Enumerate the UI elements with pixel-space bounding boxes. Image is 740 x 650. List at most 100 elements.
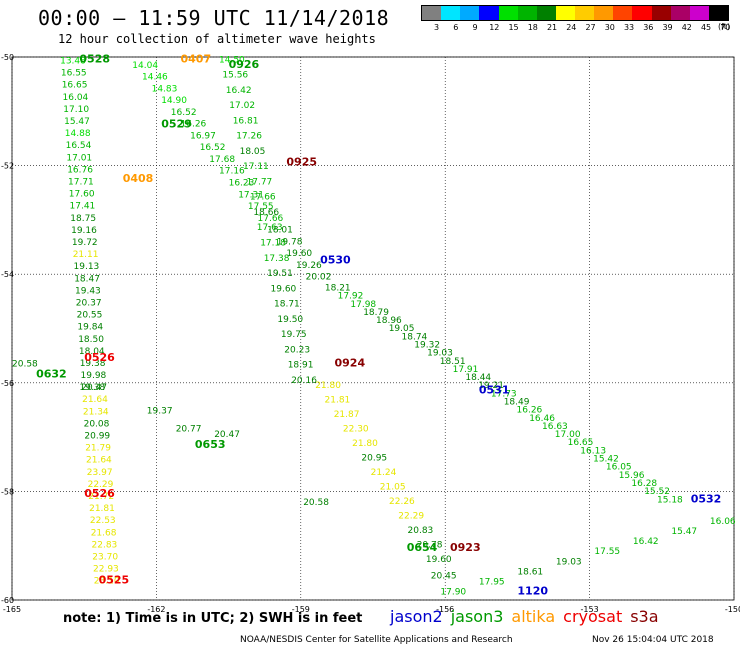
wave-height-value: 15.96 bbox=[619, 471, 645, 481]
wave-height-value: 18.50 bbox=[78, 335, 104, 345]
color-scale-label: 24 bbox=[566, 23, 577, 32]
y-tick-label: -60 bbox=[1, 596, 14, 605]
track-s3a-0925: 0925 bbox=[286, 156, 317, 169]
wave-height-value: 19.03 bbox=[427, 349, 453, 359]
wave-height-value: 18.01 bbox=[267, 226, 293, 236]
wave-height-value: 17.55 bbox=[248, 202, 274, 212]
wave-height-value: 17.00 bbox=[555, 430, 581, 440]
wave-height-value: 17.26 bbox=[236, 132, 262, 142]
mission-legend: jason2 jason3 altika cryosat s3a bbox=[390, 607, 667, 626]
wave-height-value: 16.06 bbox=[710, 517, 736, 527]
wave-height-value: 20.78 bbox=[417, 541, 443, 551]
color-swatch bbox=[422, 6, 442, 20]
wave-height-value: 22.29 bbox=[88, 480, 114, 490]
color-swatch bbox=[441, 6, 461, 20]
pass-time-label: 0530 bbox=[320, 253, 351, 266]
mission-legend-entry: jason3 bbox=[450, 607, 504, 626]
wave-height-value: 15.52 bbox=[644, 487, 670, 497]
color-scale-label: 36 bbox=[643, 23, 654, 32]
wave-height-value: 18.49 bbox=[504, 398, 530, 408]
track-jason3-0632: 0632 bbox=[36, 367, 67, 380]
wave-height-value: 17.66 bbox=[250, 193, 276, 203]
wave-height-value: 17.66 bbox=[258, 214, 284, 224]
pass-time-label: 0526 bbox=[84, 487, 115, 500]
track-jason3-0926: 14.50 15.56 16.42 17.02 16.81 17.26 18.05 17.11… bbox=[219, 55, 317, 385]
wave-height-value: 19.72 bbox=[72, 238, 98, 248]
mission-legend-entry: s3a bbox=[630, 607, 659, 626]
wave-height-value: 20.47 bbox=[81, 383, 107, 393]
wave-height-value: 19.50 bbox=[277, 315, 303, 325]
wave-height-value: 21.81 bbox=[89, 504, 115, 514]
color-swatch bbox=[594, 6, 614, 20]
pass-time-label: 0926 bbox=[229, 58, 260, 71]
wave-height-value: 16.54 bbox=[66, 141, 92, 151]
pass-time-label: 0525 bbox=[99, 574, 130, 587]
wave-height-value: 18.04 bbox=[79, 347, 105, 357]
wave-height-value: 22.93 bbox=[93, 565, 119, 575]
pass-time-label: 0653 bbox=[195, 438, 226, 451]
pass-time-label: 0654 bbox=[407, 541, 438, 554]
wave-height-value: 16.04 bbox=[63, 93, 89, 103]
pass-time-label: 0531 bbox=[479, 384, 510, 397]
wave-height-value: 16.26 bbox=[181, 120, 207, 130]
color-swatch bbox=[632, 6, 652, 20]
track-cryosat-0526: 0526 bbox=[84, 487, 115, 500]
track-jason3-0654: 17.90 17.95 18.61 19.03 17.55 16.42 15.47 16.06… bbox=[407, 517, 736, 598]
color-scale-label: 27 bbox=[585, 23, 596, 32]
wave-height-value: 21.79 bbox=[85, 444, 111, 454]
track-cryosat-0525: 0525 bbox=[99, 574, 130, 587]
wave-height-value: 16.81 bbox=[233, 117, 259, 127]
wave-height-value: 15.47 bbox=[64, 117, 90, 127]
map-frame bbox=[11, 56, 735, 601]
wave-height-value: 19.03 bbox=[556, 557, 582, 567]
color-swatch bbox=[689, 6, 709, 20]
wave-height-value: 20.23 bbox=[284, 345, 310, 355]
wave-height-value: 16.42 bbox=[226, 86, 252, 96]
wave-height-value: 19.84 bbox=[77, 323, 103, 333]
wave-height-value: 20.83 bbox=[408, 526, 434, 536]
wave-height-value: 21.05 bbox=[380, 483, 406, 493]
wave-height-value: 21.68 bbox=[91, 528, 117, 538]
color-swatch bbox=[708, 6, 728, 20]
wave-height-value: 21.64 bbox=[86, 456, 112, 466]
track-s3a-0924: 21.80 21.81 21.87 22.30 21.80 20.95 21.24 21.05… bbox=[315, 357, 452, 566]
wave-height-value: 19.60 bbox=[286, 249, 312, 259]
wave-height-value: 15.56 bbox=[222, 71, 248, 81]
wave-height-value: 17.91 bbox=[453, 365, 479, 375]
wave-height-value: 17.16 bbox=[219, 167, 245, 177]
wave-height-value: 19.21 bbox=[478, 381, 504, 391]
color-swatch bbox=[651, 6, 671, 20]
wave-height-value: 16.46 bbox=[529, 414, 555, 424]
wave-height-value: 23.97 bbox=[87, 468, 113, 478]
wave-height-value: 16.52 bbox=[200, 143, 226, 153]
pass-time-label: 0407 bbox=[181, 52, 212, 65]
x-tick-label: -156 bbox=[436, 605, 454, 614]
color-scale-label: 3 bbox=[434, 23, 440, 32]
pass-time-label: 0632 bbox=[36, 367, 67, 380]
wave-height-value: 17.18 bbox=[260, 239, 286, 249]
credit-line: NOAA/NESDIS Center for Satellite Applica… bbox=[240, 635, 513, 645]
wave-height-value: 17.01 bbox=[66, 153, 92, 163]
wave-height-value: 21.11 bbox=[73, 250, 99, 260]
wave-height-value: 18.47 bbox=[74, 274, 100, 284]
wave-height-value: 20.58 bbox=[303, 498, 329, 508]
color-scale-unit: (ft) bbox=[717, 22, 730, 31]
wave-height-value: 18.21 bbox=[325, 284, 351, 294]
wave-height-value: 20.95 bbox=[361, 454, 387, 464]
wave-height-value: 16.55 bbox=[61, 69, 87, 79]
wave-height-value: 14.83 bbox=[152, 84, 178, 94]
color-scale-label: 30 bbox=[604, 23, 615, 32]
wave-height-value: 17.63 bbox=[257, 223, 283, 233]
wave-height-value: 19.37 bbox=[147, 407, 173, 417]
track-jason3-0529: 14.0414.4614.8314.9016.5216.2616.9716.52… bbox=[132, 61, 331, 283]
page-title: 00:00 – 11:59 UTC 11/14/2018 bbox=[38, 6, 390, 30]
pass-time-label: 0528 bbox=[79, 52, 110, 65]
wave-height-value: 20.58 bbox=[12, 360, 38, 370]
wave-height-value: 14.50 bbox=[219, 55, 245, 65]
wave-height-value: 20.16 bbox=[291, 376, 317, 386]
wave-height-value: 17.95 bbox=[479, 578, 505, 588]
wave-height-value: 21.80 bbox=[352, 439, 378, 449]
color-swatch bbox=[460, 6, 480, 20]
wave-height-value: 17.11 bbox=[243, 162, 269, 172]
wave-height-value: 18.74 bbox=[402, 332, 428, 342]
